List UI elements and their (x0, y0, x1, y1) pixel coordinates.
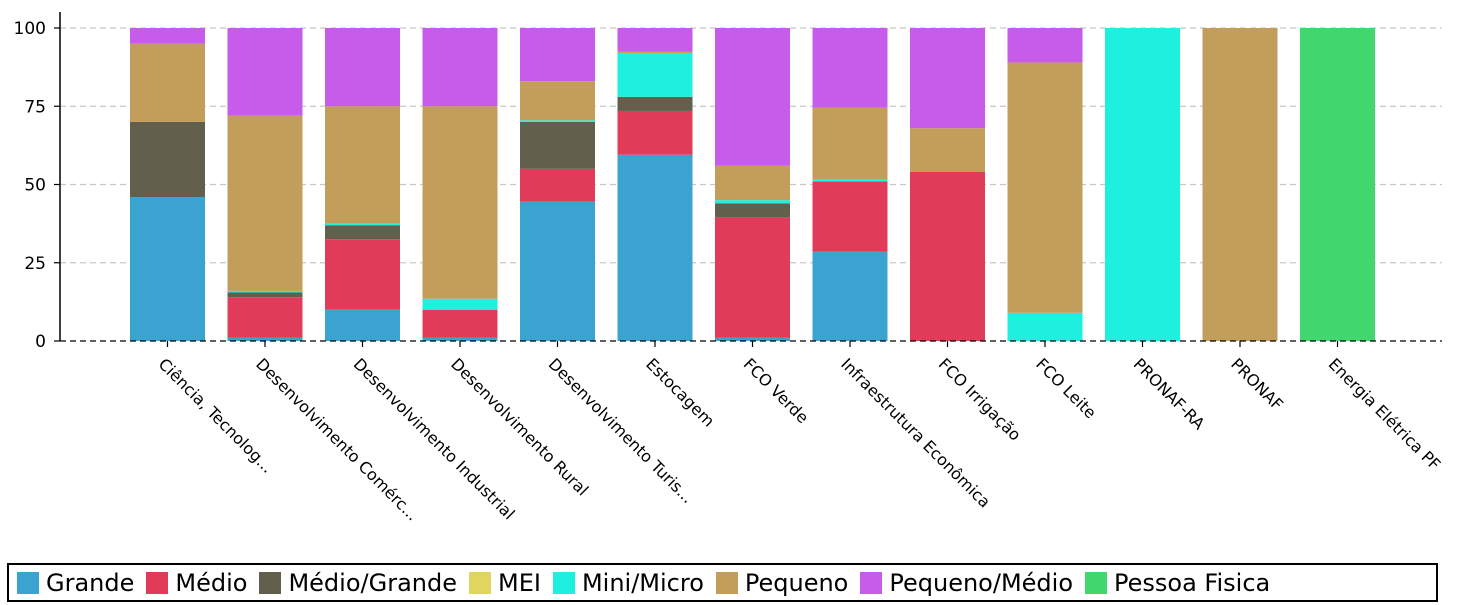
bar-segment (325, 239, 400, 310)
x-tick-label: Estocagem (642, 354, 718, 430)
bar-segment (812, 251, 888, 341)
legend-swatch (17, 571, 39, 594)
bar-segment (910, 171, 985, 341)
legend-label: Médio/Grande (288, 568, 457, 597)
legend-label: Médio (175, 568, 248, 597)
bar-segment (130, 43, 205, 122)
x-tick-label: Desenvolvimento Comérc... (252, 354, 422, 524)
bar-segment (617, 96, 693, 111)
bar-segment (520, 81, 595, 121)
legend-label: Pequeno/Médio (889, 568, 1074, 597)
legend-item: Mini/Micro (552, 568, 704, 597)
bar-segment (520, 168, 595, 202)
legend-item: Pequeno (715, 568, 849, 597)
bar-segment (325, 28, 400, 107)
x-tick-label: FCO Leite (1032, 354, 1100, 422)
bar-segment (227, 290, 303, 293)
bar-segment (520, 121, 595, 169)
bar-segment (715, 217, 790, 338)
legend-item: MEI (468, 568, 541, 597)
y-tick-labels: 0 25 50 75 100 (14, 19, 60, 352)
bar-segment (325, 309, 400, 341)
legend-swatch (552, 571, 575, 594)
bar-segment (325, 225, 400, 240)
bar-segment (910, 28, 985, 129)
legend-swatch (259, 571, 282, 594)
stacked-bar-chart: 0 25 50 75 100 Ciência, Tecnolog...Desenvolv… (14, 12, 1445, 524)
bar-segment (715, 203, 790, 218)
bar-segment (227, 28, 303, 116)
y-tick-label: 50 (24, 176, 46, 196)
bar-segment (1007, 28, 1083, 63)
y-tick-label: 75 (24, 97, 46, 117)
y-tick-label: 100 (14, 19, 46, 39)
legend-label: Mini/Micro (581, 568, 704, 597)
legend-label: MEI (497, 568, 541, 597)
y-tick-label: 25 (24, 254, 46, 274)
bar-segment (1007, 62, 1083, 313)
bar-segment (520, 28, 595, 82)
bar-segment (422, 298, 498, 310)
legend-label: Pessoa Fisica (1114, 568, 1271, 597)
bar-segment (812, 181, 888, 252)
x-tick-label: PRONAF-RA (1130, 354, 1209, 433)
y-tick-label: 0 (35, 332, 46, 352)
bar-segment (617, 154, 693, 341)
legend: Grande Médio Médio/Grande MEI Mini/Micro Pequ… (7, 563, 1438, 602)
x-tick-label: PRONAF (1227, 354, 1287, 414)
bar-segment (422, 28, 498, 107)
legend-swatch (1085, 571, 1108, 594)
bar-segment (617, 53, 693, 97)
bar-segment (910, 128, 985, 172)
x-tick-label: FCO Verde (740, 354, 813, 427)
bar-segment (422, 309, 498, 338)
bar-segment (227, 337, 303, 341)
bar-segment (1007, 312, 1083, 341)
bar-segment (227, 292, 303, 298)
bar-segment (325, 223, 400, 226)
legend-label: Pequeno (744, 568, 849, 597)
bar-segment (715, 28, 790, 166)
bar-segment (715, 165, 790, 201)
bar-segment (812, 107, 888, 180)
bar-segment (227, 115, 303, 291)
x-tick-label: FCO Irrigação (935, 354, 1025, 444)
bar-segment (617, 51, 693, 54)
bar-segment (422, 337, 498, 341)
bar-segment (130, 197, 205, 341)
bar-segment (325, 106, 400, 224)
x-tick-labels: Ciência, Tecnolog...Desenvolvimento Comé… (155, 341, 1445, 524)
bar-segment (1202, 28, 1278, 341)
legend-swatch (146, 571, 169, 594)
legend-item: Médio (146, 569, 247, 597)
bar-segment (1300, 28, 1375, 341)
bar-segment (617, 110, 693, 155)
bar-segment (130, 28, 205, 44)
bar-segment (422, 106, 498, 299)
bar-segment (617, 28, 693, 52)
legend-swatch (860, 571, 883, 594)
bar-segment (130, 121, 205, 198)
axes (59, 12, 1442, 342)
bar-segment (520, 201, 595, 341)
bar-segment (812, 179, 888, 182)
legend-item: Pequeno/Médio (860, 569, 1073, 597)
legend-item: Pessoa Fisica (1085, 569, 1270, 597)
bar-segment (1105, 28, 1180, 341)
bars (130, 28, 1375, 341)
x-tick-label: Energia Elétrica PF (1325, 354, 1445, 474)
bar-segment (520, 120, 595, 122)
legend-item: Médio/Grande (259, 569, 457, 597)
bar-segment (227, 297, 303, 338)
bar-segment (812, 28, 888, 108)
legend-swatch (468, 571, 491, 594)
x-tick-label: Desenvolvimento Industrial (350, 354, 519, 523)
legend-label: Grande (46, 568, 135, 597)
bar-segment (715, 200, 790, 204)
bar-segment (715, 337, 790, 341)
legend-item: Grande (17, 569, 134, 597)
legend-swatch (715, 571, 738, 594)
